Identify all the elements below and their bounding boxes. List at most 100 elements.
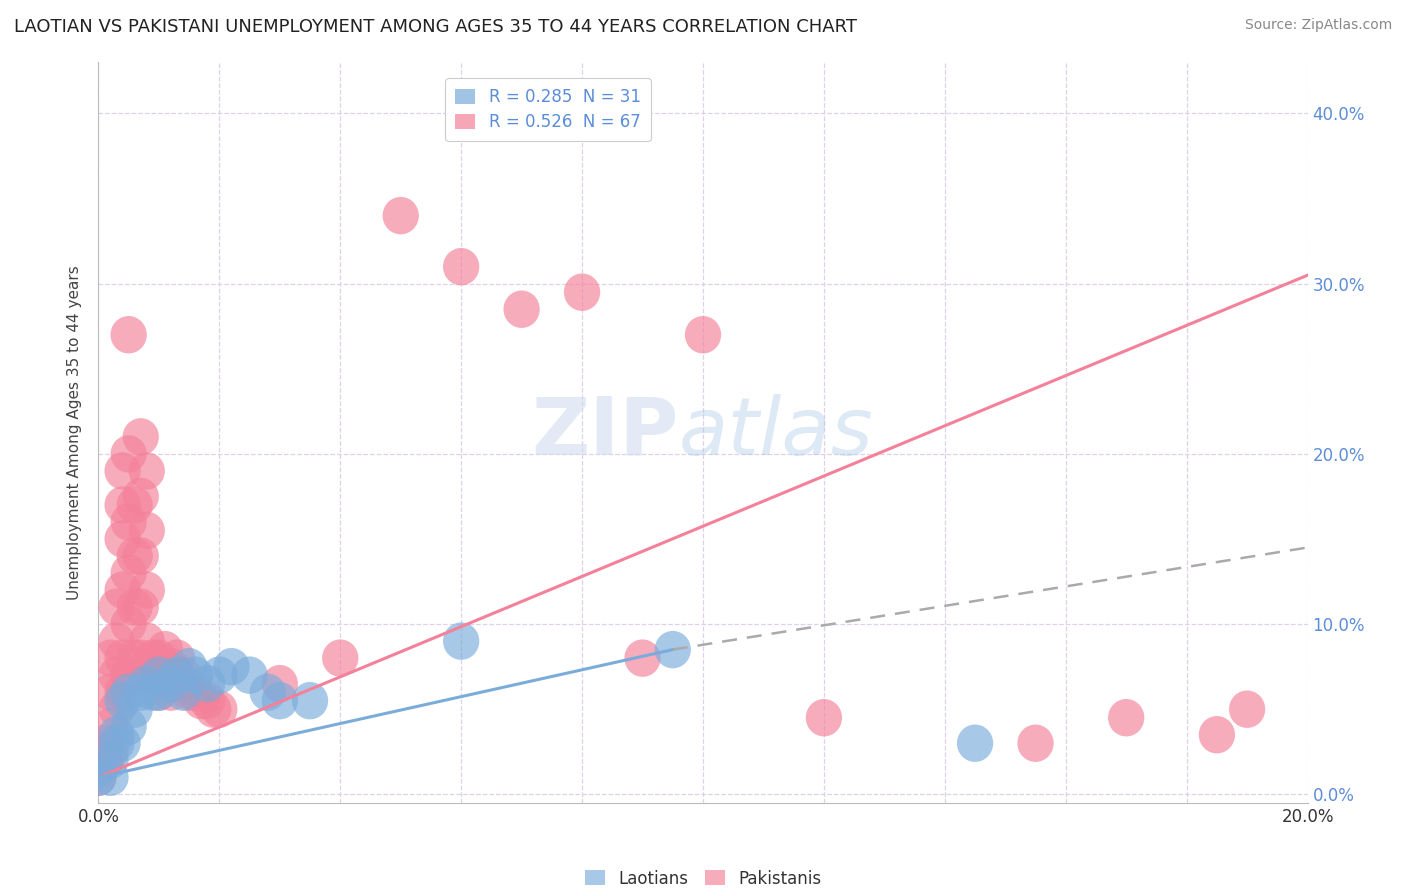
Text: atlas: atlas bbox=[679, 393, 873, 472]
Ellipse shape bbox=[104, 724, 141, 762]
Ellipse shape bbox=[93, 640, 129, 677]
Ellipse shape bbox=[1108, 699, 1144, 737]
Ellipse shape bbox=[117, 690, 153, 728]
Ellipse shape bbox=[80, 758, 117, 796]
Ellipse shape bbox=[98, 690, 135, 728]
Ellipse shape bbox=[117, 537, 153, 574]
Ellipse shape bbox=[80, 750, 117, 788]
Ellipse shape bbox=[141, 640, 177, 677]
Ellipse shape bbox=[564, 274, 600, 311]
Ellipse shape bbox=[104, 673, 141, 711]
Ellipse shape bbox=[262, 682, 298, 720]
Ellipse shape bbox=[1199, 716, 1234, 754]
Ellipse shape bbox=[122, 418, 159, 456]
Ellipse shape bbox=[104, 486, 141, 524]
Ellipse shape bbox=[188, 665, 225, 702]
Ellipse shape bbox=[98, 657, 135, 694]
Ellipse shape bbox=[232, 657, 267, 694]
Ellipse shape bbox=[177, 673, 214, 711]
Text: Source: ZipAtlas.com: Source: ZipAtlas.com bbox=[1244, 18, 1392, 32]
Ellipse shape bbox=[93, 758, 129, 796]
Ellipse shape bbox=[165, 665, 201, 702]
Ellipse shape bbox=[129, 572, 165, 608]
Ellipse shape bbox=[214, 648, 250, 685]
Ellipse shape bbox=[685, 316, 721, 353]
Ellipse shape bbox=[129, 623, 165, 660]
Ellipse shape bbox=[292, 682, 328, 720]
Ellipse shape bbox=[443, 248, 479, 285]
Ellipse shape bbox=[159, 640, 195, 677]
Ellipse shape bbox=[111, 316, 146, 353]
Ellipse shape bbox=[141, 657, 177, 694]
Ellipse shape bbox=[98, 589, 135, 626]
Ellipse shape bbox=[104, 520, 141, 558]
Ellipse shape bbox=[146, 631, 183, 668]
Ellipse shape bbox=[153, 665, 190, 702]
Ellipse shape bbox=[1229, 690, 1265, 728]
Ellipse shape bbox=[159, 657, 195, 694]
Ellipse shape bbox=[104, 640, 141, 677]
Ellipse shape bbox=[104, 572, 141, 608]
Ellipse shape bbox=[129, 452, 165, 490]
Ellipse shape bbox=[165, 673, 201, 711]
Ellipse shape bbox=[98, 623, 135, 660]
Ellipse shape bbox=[111, 673, 146, 711]
Ellipse shape bbox=[322, 640, 359, 677]
Ellipse shape bbox=[165, 657, 201, 694]
Ellipse shape bbox=[111, 554, 146, 591]
Ellipse shape bbox=[122, 478, 159, 516]
Ellipse shape bbox=[806, 699, 842, 737]
Ellipse shape bbox=[111, 503, 146, 541]
Text: ZIP: ZIP bbox=[531, 393, 679, 472]
Ellipse shape bbox=[655, 631, 690, 668]
Ellipse shape bbox=[129, 512, 165, 549]
Ellipse shape bbox=[80, 758, 117, 796]
Ellipse shape bbox=[122, 640, 159, 677]
Ellipse shape bbox=[129, 665, 165, 702]
Ellipse shape bbox=[98, 724, 135, 762]
Ellipse shape bbox=[93, 673, 129, 711]
Ellipse shape bbox=[86, 724, 122, 762]
Ellipse shape bbox=[382, 197, 419, 235]
Ellipse shape bbox=[93, 733, 129, 771]
Ellipse shape bbox=[111, 707, 146, 745]
Ellipse shape bbox=[86, 741, 122, 779]
Ellipse shape bbox=[122, 673, 159, 711]
Ellipse shape bbox=[135, 657, 172, 694]
Ellipse shape bbox=[250, 673, 285, 711]
Ellipse shape bbox=[122, 589, 159, 626]
Ellipse shape bbox=[93, 741, 129, 779]
Ellipse shape bbox=[443, 623, 479, 660]
Ellipse shape bbox=[111, 435, 146, 473]
Ellipse shape bbox=[117, 589, 153, 626]
Ellipse shape bbox=[111, 657, 146, 694]
Ellipse shape bbox=[195, 690, 232, 728]
Ellipse shape bbox=[141, 673, 177, 711]
Ellipse shape bbox=[117, 640, 153, 677]
Ellipse shape bbox=[503, 291, 540, 328]
Ellipse shape bbox=[159, 657, 195, 694]
Ellipse shape bbox=[188, 682, 225, 720]
Ellipse shape bbox=[146, 657, 183, 694]
Ellipse shape bbox=[111, 606, 146, 643]
Ellipse shape bbox=[201, 657, 238, 694]
Ellipse shape bbox=[172, 673, 207, 711]
Ellipse shape bbox=[135, 673, 172, 711]
Ellipse shape bbox=[117, 486, 153, 524]
Ellipse shape bbox=[177, 657, 214, 694]
Text: LAOTIAN VS PAKISTANI UNEMPLOYMENT AMONG AGES 35 TO 44 YEARS CORRELATION CHART: LAOTIAN VS PAKISTANI UNEMPLOYMENT AMONG … bbox=[14, 18, 858, 36]
Ellipse shape bbox=[135, 640, 172, 677]
Ellipse shape bbox=[122, 537, 159, 574]
Ellipse shape bbox=[957, 724, 993, 762]
Ellipse shape bbox=[153, 648, 190, 685]
Y-axis label: Unemployment Among Ages 35 to 44 years: Unemployment Among Ages 35 to 44 years bbox=[67, 265, 83, 600]
Ellipse shape bbox=[1018, 724, 1053, 762]
Ellipse shape bbox=[624, 640, 661, 677]
Ellipse shape bbox=[104, 682, 141, 720]
Ellipse shape bbox=[201, 690, 238, 728]
Ellipse shape bbox=[262, 665, 298, 702]
Ellipse shape bbox=[104, 452, 141, 490]
Ellipse shape bbox=[98, 716, 135, 754]
Ellipse shape bbox=[93, 707, 129, 745]
Legend: Laotians, Pakistanis: Laotians, Pakistanis bbox=[578, 863, 828, 892]
